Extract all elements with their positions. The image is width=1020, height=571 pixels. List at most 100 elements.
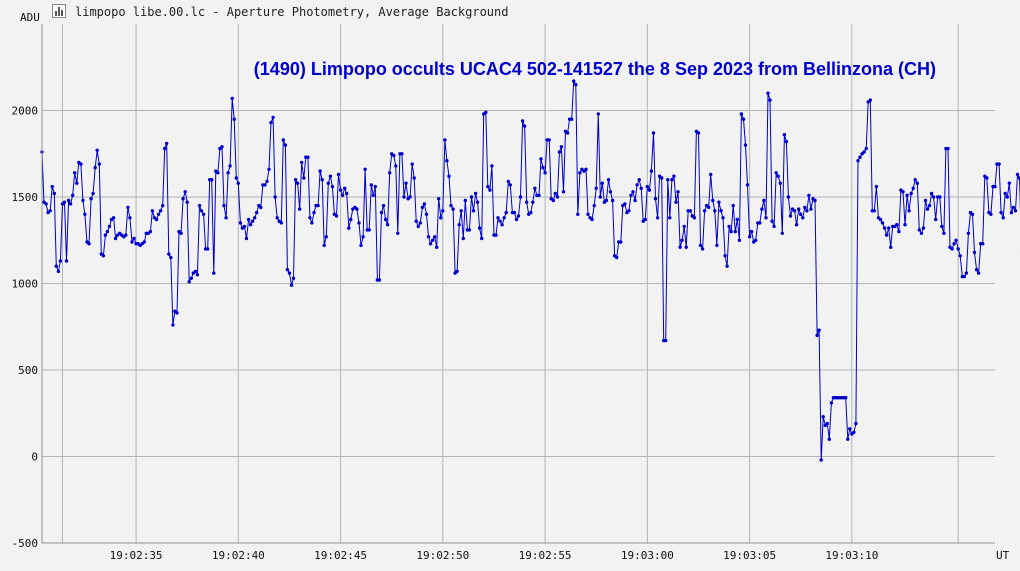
data-point: [719, 209, 723, 213]
data-point: [81, 198, 85, 203]
data-point: [520, 119, 525, 123]
data-point: [62, 200, 67, 204]
data-point: [919, 231, 924, 235]
data-point: [895, 223, 899, 227]
data-point: [156, 212, 161, 216]
data-point: [872, 209, 876, 213]
data-point: [486, 184, 490, 189]
data-point: [821, 415, 825, 419]
data-point: [126, 205, 130, 210]
data-point: [68, 202, 73, 206]
data-point: [328, 174, 333, 178]
data-point: [664, 338, 668, 343]
data-point: [95, 148, 99, 152]
data-point: [396, 231, 400, 235]
data-point: [964, 271, 969, 275]
data-point: [907, 209, 911, 213]
data-point: [265, 179, 269, 184]
data-point: [825, 421, 829, 426]
data-point: [1011, 205, 1016, 210]
data-point: [531, 200, 535, 204]
data-point: [447, 174, 451, 178]
data-point: [981, 242, 985, 246]
data-point: [917, 228, 921, 232]
data-point: [494, 233, 498, 237]
data-point: [764, 216, 768, 220]
data-point: [394, 164, 398, 168]
data-point: [197, 203, 202, 208]
data-point: [408, 195, 412, 199]
lightcurve-chart-icon: [52, 4, 66, 18]
data-point: [103, 233, 108, 237]
data-point: [330, 184, 335, 189]
data-point: [707, 205, 711, 210]
data-point: [459, 209, 463, 213]
data-point: [89, 197, 93, 201]
data-point: [461, 236, 465, 241]
data-point: [234, 176, 238, 180]
data-point: [420, 205, 425, 210]
data-point: [666, 178, 670, 182]
data-point: [807, 193, 811, 197]
data-point: [514, 217, 519, 222]
data-point: [216, 171, 220, 175]
data-point: [130, 240, 134, 244]
data-point: [966, 231, 971, 235]
data-point: [631, 190, 635, 194]
data-point: [778, 181, 782, 185]
data-point: [754, 238, 758, 242]
data-point: [349, 217, 353, 222]
data-point: [672, 174, 676, 178]
data-point: [555, 195, 560, 199]
data-point: [780, 231, 784, 235]
data-point: [87, 242, 91, 246]
data-point: [711, 198, 715, 203]
data-point: [347, 226, 351, 230]
data-point: [772, 224, 776, 229]
data-point: [322, 243, 326, 248]
data-point: [310, 221, 314, 225]
y-tick-label: 2000: [12, 105, 39, 118]
data-point: [692, 216, 697, 220]
data-point: [83, 212, 87, 216]
data-point: [357, 221, 361, 225]
data-point: [819, 458, 823, 462]
data-point: [226, 171, 230, 175]
data-point: [958, 254, 962, 258]
data-point: [700, 247, 705, 251]
data-point: [433, 235, 437, 239]
y-tick-label: 0: [31, 451, 38, 464]
data-point: [418, 221, 422, 225]
data-point: [1003, 191, 1007, 196]
data-point: [369, 183, 373, 187]
data-point: [1001, 216, 1005, 220]
data-point: [735, 217, 739, 222]
data-point: [747, 235, 752, 239]
data-point: [338, 188, 343, 192]
data-point: [316, 203, 320, 208]
data-point: [402, 195, 406, 199]
x-tick-label: 19:02:40: [212, 549, 265, 562]
data-point: [73, 171, 77, 175]
data-point: [660, 176, 664, 180]
data-point: [52, 191, 56, 196]
data-point: [66, 198, 71, 203]
data-point: [371, 193, 375, 197]
data-point: [610, 198, 615, 203]
data-point: [289, 283, 294, 287]
data-point: [805, 209, 809, 213]
data-point: [561, 190, 566, 194]
data-point: [696, 131, 701, 135]
data-point: [359, 243, 363, 248]
data-point: [729, 229, 733, 234]
data-point: [388, 171, 392, 175]
data-point: [355, 207, 359, 211]
data-point: [817, 328, 821, 332]
data-point: [559, 145, 564, 149]
data-point: [171, 323, 175, 327]
data-point: [925, 207, 930, 211]
data-point: [210, 178, 214, 182]
data-point: [238, 221, 243, 225]
data-point: [48, 209, 52, 213]
